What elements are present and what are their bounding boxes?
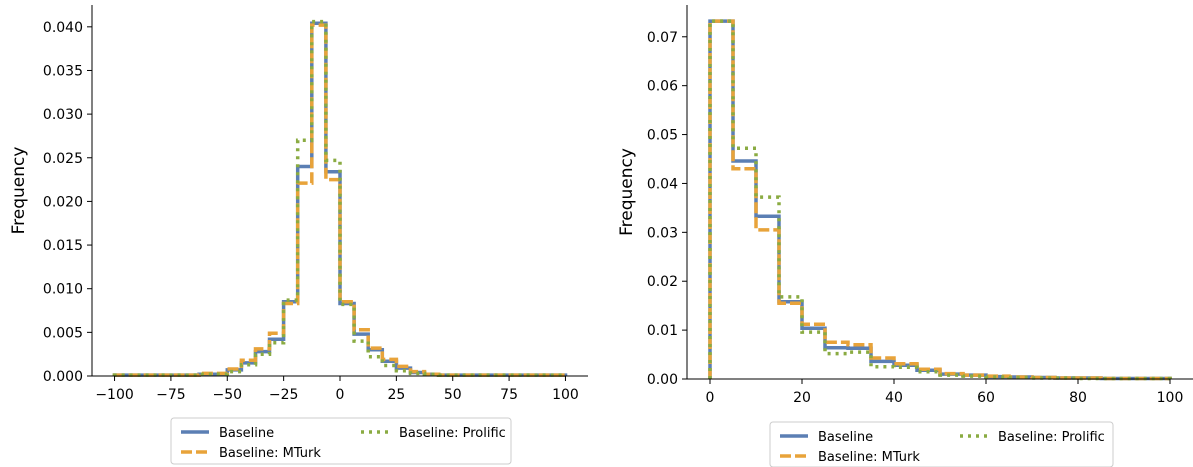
series-group: [112, 19, 568, 377]
chart-signed-difference: 0.000 0.005 0.010 0.015 0.020 0.025 0.030 0.035…: [9, 5, 588, 465]
y-tick-label: 0.010: [43, 282, 83, 298]
legend-item: Baseline: MTurk: [181, 446, 321, 461]
y-tick-label: 0.06: [647, 79, 678, 95]
x-tick-label: 40: [885, 390, 903, 406]
y-tick-label: 0.030: [43, 107, 83, 123]
x-tick-label: 75: [500, 387, 518, 403]
series-line-baseline-mturk: [112, 23, 568, 377]
legend-item: Baseline: Prolific: [960, 430, 1105, 445]
legend-box: [769, 421, 1114, 467]
y-axis-label: Frequency: [9, 147, 29, 235]
y-tick-label: 0.07: [647, 30, 678, 46]
legend-item: Baseline: Prolific: [361, 426, 506, 441]
y-tick-label: 0.040: [43, 20, 83, 36]
x-tick-label: 0: [706, 390, 715, 406]
legend-item: Baseline: MTurk: [780, 450, 920, 465]
legend-label: Baseline: MTurk: [818, 450, 920, 465]
legend-item: Baseline: [780, 430, 873, 445]
y-tick-label: 0.03: [647, 225, 678, 241]
legend-label: Baseline: Prolific: [998, 430, 1105, 445]
y-tick-label: 0.035: [43, 63, 83, 79]
x-tick-label: 0: [336, 387, 345, 403]
y-tick-label: 0.04: [647, 176, 678, 192]
legend-box: [170, 417, 512, 465]
series-line-baseline: [708, 19, 1172, 381]
y-tick-label: 0.000: [43, 369, 83, 385]
x-tick-label: 80: [1069, 390, 1087, 406]
x-tick-label: −75: [156, 387, 186, 403]
legend-label: Baseline: [219, 426, 274, 441]
y-axis-label: Frequency: [617, 148, 637, 236]
series-line-baseline-prolific: [708, 19, 1172, 381]
y-tick-label: 0.025: [43, 151, 83, 167]
x-tick-label: 100: [1157, 390, 1184, 406]
x-tick-label: 25: [387, 387, 405, 403]
x-tick-label: 50: [444, 387, 462, 403]
x-tick-label: −25: [269, 387, 299, 403]
legend-label: Baseline: Prolific: [399, 426, 506, 441]
legend-label: Baseline: [818, 430, 873, 445]
y-tick-label: 0.01: [647, 323, 678, 339]
y-tick-label: 0.015: [43, 238, 83, 254]
y-tick-label: 0.05: [647, 128, 678, 144]
y-tick-label: 0.020: [43, 194, 83, 210]
y-tick-label: 0.00: [647, 372, 678, 388]
x-tick-label: 60: [977, 390, 995, 406]
series-line-baseline-mturk: [708, 19, 1172, 381]
x-tick-label: −50: [212, 387, 242, 403]
x-tick-label: −100: [95, 387, 133, 403]
x-tick-label: 100: [552, 387, 579, 403]
y-tick-label: 0.02: [647, 274, 678, 290]
legend: Baseline Baseline: MTurk Baseline: Prolifi…: [170, 417, 512, 465]
series-group: [708, 19, 1172, 381]
legend-item: Baseline: [181, 426, 274, 441]
legend: Baseline Baseline: MTurk Baseline: Prolifi…: [769, 421, 1114, 467]
chart-absolute-difference: 0.00 0.01 0.02 0.03 0.04 0.05 0.06 0.07 0 20 40 60 8…: [617, 5, 1193, 467]
x-tick-label: 20: [793, 390, 811, 406]
y-tick-label: 0.005: [43, 325, 83, 341]
legend-label: Baseline: MTurk: [219, 446, 321, 461]
